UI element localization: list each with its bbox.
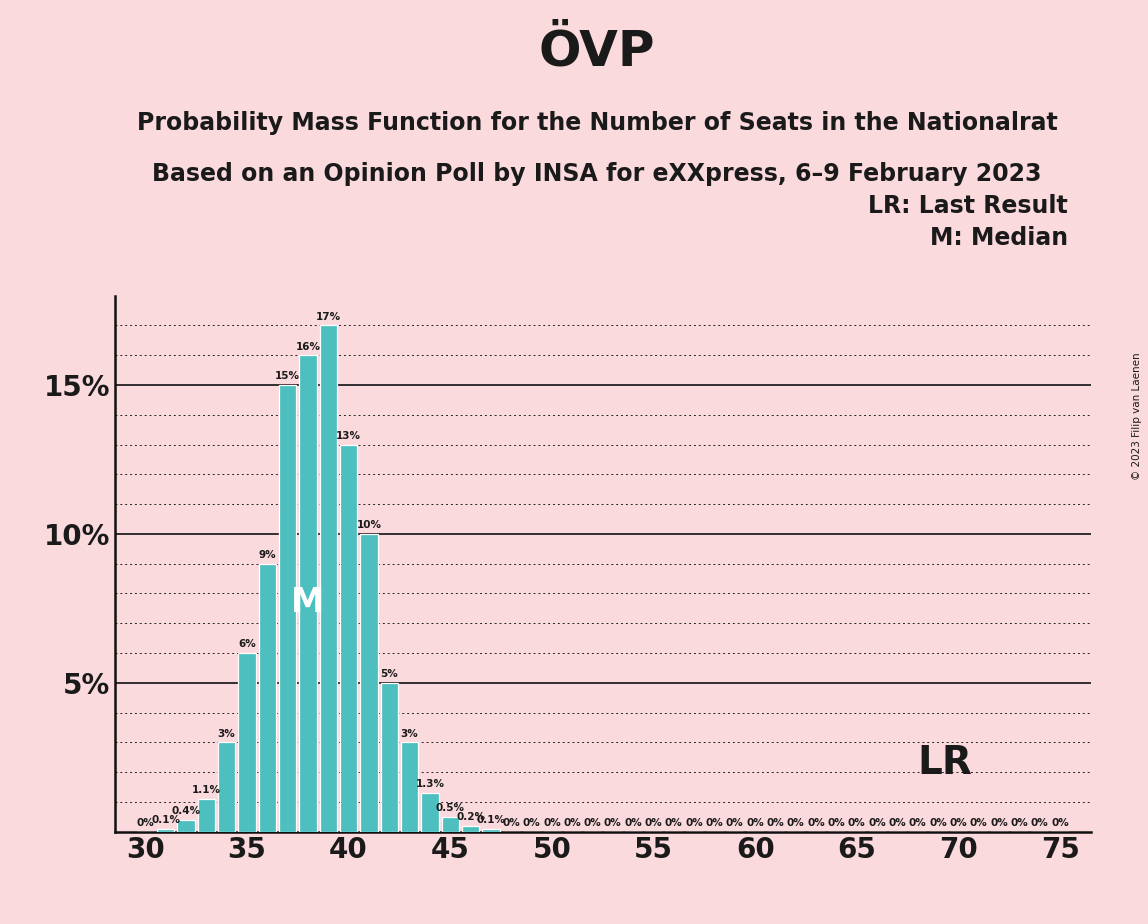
Bar: [177, 820, 195, 832]
Text: 0.5%: 0.5%: [436, 803, 465, 813]
Text: 15%: 15%: [276, 371, 300, 382]
Text: 0%: 0%: [503, 818, 520, 828]
Bar: [381, 683, 398, 832]
Text: 0%: 0%: [949, 818, 968, 828]
Text: 0.1%: 0.1%: [476, 815, 505, 825]
Text: 0%: 0%: [665, 818, 683, 828]
Text: 13%: 13%: [336, 431, 362, 441]
Text: 0%: 0%: [645, 818, 662, 828]
Text: 0%: 0%: [1010, 818, 1029, 828]
Bar: [157, 829, 174, 832]
Text: 3%: 3%: [218, 729, 235, 738]
Text: LR: Last Result: LR: Last Result: [868, 194, 1068, 218]
Text: 5%: 5%: [380, 669, 398, 679]
Bar: [482, 829, 499, 832]
Text: 1.3%: 1.3%: [416, 779, 444, 789]
Bar: [442, 817, 459, 832]
Text: 0%: 0%: [868, 818, 886, 828]
Text: 0%: 0%: [909, 818, 926, 828]
Bar: [360, 534, 378, 832]
Text: 0%: 0%: [543, 818, 560, 828]
Text: 6%: 6%: [238, 639, 256, 650]
Text: 10%: 10%: [356, 520, 381, 530]
Text: M: M: [292, 587, 325, 619]
Text: 0%: 0%: [583, 818, 602, 828]
Text: M: Median: M: Median: [930, 226, 1068, 250]
Bar: [421, 793, 439, 832]
Bar: [340, 444, 357, 832]
Bar: [239, 653, 256, 832]
Bar: [319, 325, 336, 832]
Text: © 2023 Filip van Laenen: © 2023 Filip van Laenen: [1132, 352, 1142, 480]
Text: 9%: 9%: [258, 550, 276, 560]
Text: ÖVP: ÖVP: [538, 28, 656, 76]
Text: 0%: 0%: [746, 818, 765, 828]
Text: 0.4%: 0.4%: [171, 806, 201, 816]
Text: 0%: 0%: [564, 818, 581, 828]
Text: 0.2%: 0.2%: [456, 812, 486, 822]
Text: 0.1%: 0.1%: [152, 815, 180, 825]
Text: 0%: 0%: [522, 818, 541, 828]
Text: 0%: 0%: [706, 818, 723, 828]
Text: Based on an Opinion Poll by INSA for eXXpress, 6–9 February 2023: Based on an Opinion Poll by INSA for eXX…: [153, 162, 1041, 186]
Text: 0%: 0%: [848, 818, 866, 828]
Bar: [461, 826, 479, 832]
Text: 0%: 0%: [970, 818, 987, 828]
Text: 0%: 0%: [604, 818, 622, 828]
Text: 16%: 16%: [295, 342, 320, 352]
Text: 17%: 17%: [316, 312, 341, 322]
Bar: [218, 742, 235, 832]
Bar: [197, 799, 215, 832]
Text: 0%: 0%: [828, 818, 845, 828]
Text: 0%: 0%: [786, 818, 805, 828]
Bar: [300, 355, 317, 832]
Text: 0%: 0%: [807, 818, 825, 828]
Bar: [279, 385, 296, 832]
Text: 0%: 0%: [767, 818, 784, 828]
Text: 3%: 3%: [401, 729, 419, 738]
Text: 0%: 0%: [991, 818, 1008, 828]
Text: 0%: 0%: [889, 818, 907, 828]
Text: 0%: 0%: [1052, 818, 1069, 828]
Text: 0%: 0%: [137, 818, 154, 828]
Text: 0%: 0%: [929, 818, 947, 828]
Bar: [258, 564, 276, 832]
Text: 0%: 0%: [625, 818, 642, 828]
Text: 0%: 0%: [1031, 818, 1048, 828]
Bar: [401, 742, 418, 832]
Text: 1.1%: 1.1%: [192, 785, 220, 796]
Text: Probability Mass Function for the Number of Seats in the Nationalrat: Probability Mass Function for the Number…: [137, 111, 1057, 135]
Text: LR: LR: [917, 744, 972, 782]
Text: 0%: 0%: [685, 818, 703, 828]
Text: 0%: 0%: [726, 818, 744, 828]
